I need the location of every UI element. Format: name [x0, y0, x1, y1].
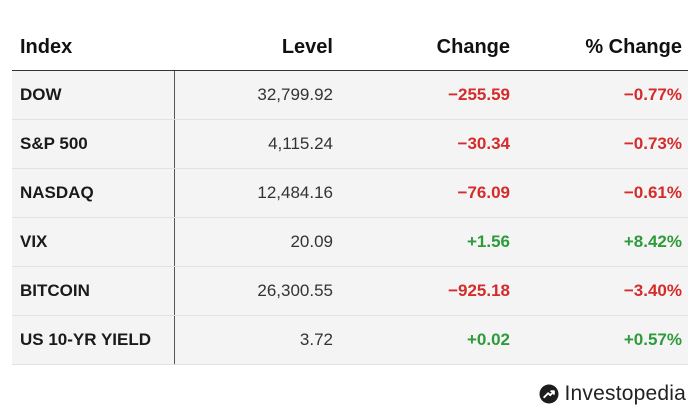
change-cell: +0.02 — [466, 330, 510, 349]
index-name-cell: VIX — [12, 218, 175, 266]
pct-change-cell: +8.42% — [623, 232, 682, 251]
level-cell: 26,300.55 — [257, 281, 333, 300]
change-cell: −76.09 — [457, 183, 510, 202]
index-name-cell: BITCOIN — [12, 267, 175, 315]
level-cell: 12,484.16 — [257, 183, 333, 202]
level-cell: 32,799.92 — [257, 85, 333, 104]
pct-change-cell: −0.61% — [623, 183, 682, 202]
column-header-change: Change — [436, 35, 510, 58]
brand-name: Investopedia — [564, 382, 686, 405]
column-header-pct-change: % Change — [585, 35, 682, 58]
table-header-row: Index Level Change % Change — [12, 24, 688, 71]
level-cell: 3.72 — [299, 330, 333, 349]
brand-logo: Investopedia — [539, 382, 687, 406]
change-cell: −925.18 — [448, 281, 510, 300]
change-cell: −255.59 — [448, 85, 510, 104]
column-header-index: Index — [20, 35, 73, 58]
index-name-cell: US 10-YR YIELD — [12, 316, 175, 364]
level-cell: 20.09 — [290, 232, 333, 251]
change-cell: −30.34 — [457, 134, 510, 153]
column-header-level: Level — [281, 35, 333, 58]
pct-change-cell: −3.40% — [623, 281, 682, 300]
table-row: DOW 32,799.92 −255.59 −0.77% — [12, 71, 688, 120]
index-name-cell: NASDAQ — [12, 169, 175, 217]
pct-change-cell: +0.57% — [623, 330, 682, 349]
table-row: BITCOIN 26,300.55 −925.18 −3.40% — [12, 267, 688, 316]
pct-change-cell: −0.77% — [623, 85, 682, 104]
table-row: NASDAQ 12,484.16 −76.09 −0.61% — [12, 169, 688, 218]
index-name-cell: DOW — [12, 71, 175, 119]
change-cell: +1.56 — [466, 232, 510, 251]
index-name-cell: S&P 500 — [12, 120, 175, 168]
table-row: S&P 500 4,115.24 −30.34 −0.73% — [12, 120, 688, 169]
pct-change-cell: −0.73% — [623, 134, 682, 153]
table-row: VIX 20.09 +1.56 +8.42% — [12, 218, 688, 267]
market-indices-table: Index Level Change % Change DOW 32,799.92… — [12, 24, 688, 365]
table-row: US 10-YR YIELD 3.72 +0.02 +0.57% — [12, 316, 688, 365]
level-cell: 4,115.24 — [268, 134, 333, 153]
investopedia-logo-icon — [539, 384, 558, 404]
